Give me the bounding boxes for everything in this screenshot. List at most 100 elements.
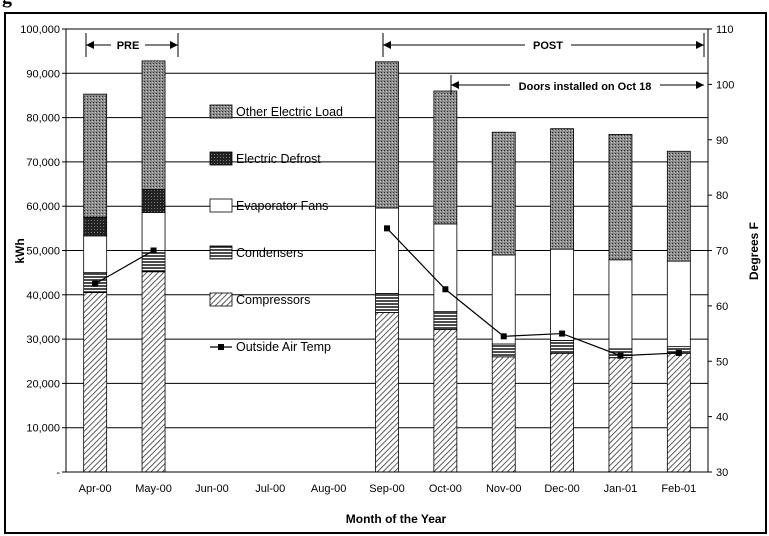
x-tick-label: Aug-00 — [311, 483, 346, 495]
bar-segment-other-electric-load — [433, 90, 458, 225]
y2-tick-label: 100 — [716, 79, 734, 91]
temperature-point — [384, 225, 390, 232]
bar-segment-condensers — [141, 250, 166, 273]
post-annotation: POST — [382, 33, 705, 57]
x-tick-label: Jan-01 — [604, 483, 638, 495]
bar-segment-electric-defrost — [141, 188, 166, 213]
y2-axis-title: Degrees F — [747, 222, 761, 280]
y2-tick-label: 110 — [716, 24, 734, 36]
y2-tick-label: 80 — [716, 190, 728, 202]
y-tick-label: 50,000 — [26, 246, 60, 258]
temperature-point — [150, 247, 157, 254]
doors-label: Doors installed on Oct 18 — [519, 81, 652, 93]
y-tick-label: 80,000 — [26, 113, 60, 125]
doors-annotation: Doors installed on Oct 18 — [450, 75, 704, 95]
legend-label: Outside Air Temp — [236, 340, 331, 354]
right-axis-ticks: 30 40 50 60 70 80 90 100 110 — [708, 24, 734, 479]
y2-tick-label: 70 — [716, 246, 728, 258]
bar-segment-other-electric-load — [83, 93, 108, 218]
bar-segment-evaporator-fans — [608, 259, 633, 350]
y-tick-label: 20,000 — [26, 378, 60, 390]
bar-segment-other-electric-load — [141, 60, 166, 190]
legend: Other Electric Load Electric Defrost Evapo… — [209, 104, 343, 354]
y2-tick-label: 40 — [716, 412, 728, 424]
x-tick-label: Feb-01 — [661, 483, 696, 495]
temperature-point — [500, 333, 507, 340]
temperature-line-path — [94, 249, 154, 285]
bar-segment-compressors — [491, 356, 516, 473]
x-axis-ticks: Apr-00 May-00 Jun-00 Jul-00 Aug-00 Sep-00 Oct-… — [79, 483, 697, 495]
left-axis-ticks: - 10,000 20,000 30,000 40,000 50,000 60,000 70,… — [20, 24, 66, 479]
temperature-point — [442, 286, 449, 293]
legend-swatch — [209, 245, 233, 260]
y-tick-label: 90,000 — [26, 68, 60, 80]
bar-segment-condensers — [375, 293, 399, 313]
y2-tick-label: 60 — [716, 301, 728, 313]
y-tick-label: 40,000 — [26, 290, 60, 302]
legend-label: Evaporator Fans — [236, 199, 328, 213]
bar-segment-compressors — [550, 352, 574, 473]
x-tick-label: Jul-00 — [255, 483, 285, 495]
header-fragment: g — [2, 0, 12, 9]
legend-marker — [218, 344, 224, 350]
bar-segment-compressors — [375, 312, 399, 473]
x-tick-label: Apr-00 — [79, 483, 112, 495]
bar-segment-evaporator-fans — [666, 260, 691, 348]
bar-segment-evaporator-fans — [375, 207, 399, 294]
bar-segment-other-electric-load — [491, 131, 516, 256]
y-tick-label: - — [56, 467, 60, 479]
bar-segment-evaporator-fans — [491, 254, 516, 345]
y-tick-label: 70,000 — [26, 157, 60, 169]
bar-segment-evaporator-fans — [550, 248, 574, 341]
bar-segment-condensers — [550, 340, 574, 354]
bar-segment-other-electric-load — [550, 128, 574, 250]
legend-label: Compressors — [236, 293, 310, 307]
bar-segment-compressors — [666, 352, 691, 473]
pre-annotation: PRE — [85, 33, 179, 57]
chart-frame — [4, 12, 767, 534]
post-label: POST — [533, 40, 563, 52]
y2-tick-label: 30 — [716, 467, 728, 479]
y2-tick-label: 90 — [716, 135, 728, 147]
temperature-point — [559, 330, 566, 337]
x-tick-label: Nov-00 — [486, 483, 521, 495]
bar-segment-evaporator-fans — [433, 223, 458, 313]
pre-label: PRE — [117, 40, 140, 52]
temperature-point — [617, 352, 624, 359]
legend-swatch — [209, 151, 233, 166]
x-tick-label: Jun-00 — [195, 483, 229, 495]
bar-segment-evaporator-fans — [141, 212, 166, 251]
bar-segment-compressors — [141, 271, 166, 473]
temperature-point — [675, 349, 682, 356]
bar-segment-condensers — [433, 311, 458, 330]
temperature-point — [92, 280, 99, 287]
bar-group — [83, 60, 691, 473]
x-tick-label: Dec-00 — [544, 483, 579, 495]
temperature-line-path — [386, 227, 679, 357]
bar-segment-other-electric-load — [375, 61, 399, 209]
bar-segment-compressors — [433, 328, 458, 473]
y-tick-label: 30,000 — [26, 334, 60, 346]
bar-segment-other-electric-load — [666, 150, 691, 262]
x-tick-label: May-00 — [135, 483, 172, 495]
y-axis-title: kWh — [13, 238, 27, 263]
y-tick-label: 100,000 — [20, 24, 60, 36]
legend-label: Condensers — [236, 246, 303, 260]
legend-swatch — [209, 104, 233, 119]
legend-label: Electric Defrost — [236, 152, 321, 166]
bar-segment-compressors — [608, 357, 633, 473]
temperature-line — [92, 225, 682, 359]
bar-segment-compressors — [83, 292, 108, 473]
bar-segment-condensers — [491, 343, 516, 358]
y-tick-label: 10,000 — [26, 423, 60, 435]
y2-tick-label: 50 — [716, 356, 728, 368]
y-tick-label: 60,000 — [26, 201, 60, 213]
bar-segment-evaporator-fans — [83, 235, 108, 274]
x-tick-label: Oct-00 — [429, 483, 462, 495]
legend-swatch — [209, 292, 233, 307]
legend-label: Other Electric Load — [236, 105, 343, 119]
bar-segment-other-electric-load — [608, 134, 633, 261]
x-axis-title: Month of the Year — [346, 512, 447, 526]
legend-swatch — [209, 198, 233, 213]
